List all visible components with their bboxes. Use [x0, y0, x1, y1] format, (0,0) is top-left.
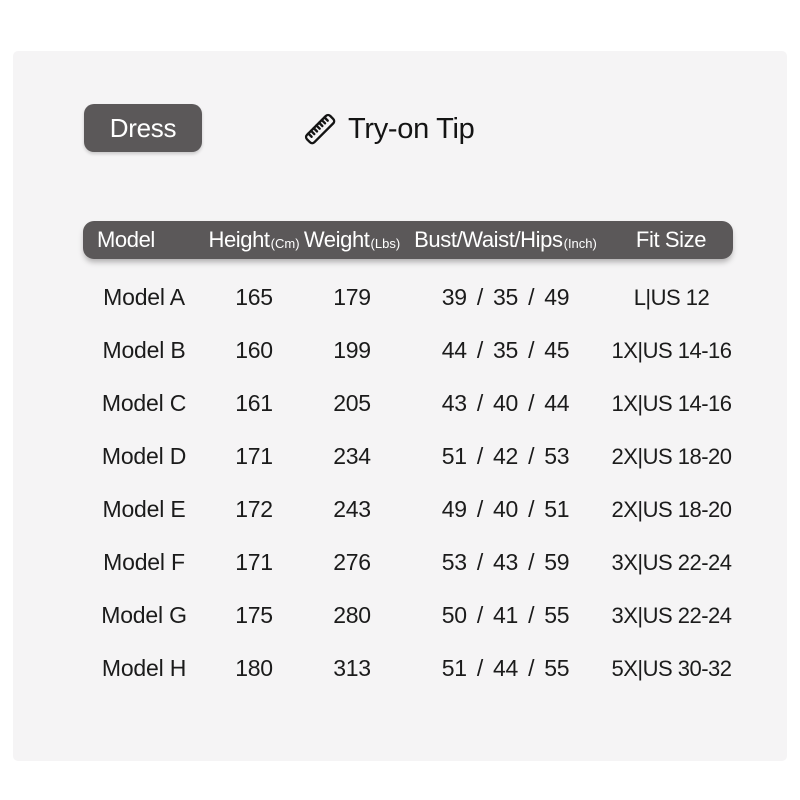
cell-height: 175	[235, 602, 273, 628]
column-unit: (Lbs)	[370, 236, 401, 251]
cell-bust-waist-hips: 51 / 42 / 53	[441, 443, 570, 469]
cell-model: Model E	[102, 496, 186, 522]
cell-bust-waist-hips: 43 / 40 / 44	[441, 390, 570, 416]
table-body: Model A 165 179 39 / 35 / 49 L|US 12 Mod…	[83, 271, 733, 695]
try-on-tip-heading: Try-on Tip	[301, 106, 475, 152]
cell-model: Model G	[101, 602, 187, 628]
cell-fit-size: 5X|US 30-32	[611, 655, 732, 681]
cell-model: Model F	[103, 549, 185, 575]
column-header-model: Model	[83, 227, 205, 253]
cell-model: Model B	[102, 337, 186, 363]
cell-bust-waist-hips: 53 / 43 / 59	[441, 549, 570, 575]
cell-weight: 179	[333, 284, 371, 310]
cell-bust-waist-hips: 49 / 40 / 51	[441, 496, 570, 522]
category-badge-label: Dress	[109, 112, 177, 143]
column-unit: (Inch)	[563, 236, 597, 251]
column-label: Fit Size	[635, 227, 707, 252]
column-header-fit-size: Fit Size	[610, 227, 733, 253]
column-label: Height	[208, 227, 270, 252]
cell-height: 172	[235, 496, 273, 522]
table-row: Model E 172 243 49 / 40 / 51 2X|US 18-20	[83, 483, 733, 536]
column-label: Model	[97, 227, 155, 252]
cell-bust-waist-hips: 39 / 35 / 49	[441, 284, 570, 310]
table-row: Model G 175 280 50 / 41 / 55 3X|US 22-24	[83, 589, 733, 642]
cell-weight: 280	[333, 602, 371, 628]
table-row: Model H 180 313 51 / 44 / 55 5X|US 30-32	[83, 642, 733, 695]
cell-weight: 205	[333, 390, 371, 416]
cell-bust-waist-hips: 44 / 35 / 45	[441, 337, 570, 363]
column-header-height: Height(Cm)	[205, 227, 303, 253]
cell-bust-waist-hips: 51 / 44 / 55	[441, 655, 570, 681]
cell-fit-size: L|US 12	[633, 284, 710, 310]
cell-fit-size: 1X|US 14-16	[611, 390, 732, 416]
cell-model: Model H	[101, 655, 187, 681]
cell-weight: 276	[333, 549, 371, 575]
cell-model: Model D	[101, 443, 187, 469]
column-label: Weight	[303, 227, 370, 252]
cell-fit-size: 3X|US 22-24	[611, 602, 732, 628]
cell-fit-size: 2X|US 18-20	[611, 496, 732, 522]
table-row: Model F 171 276 53 / 43 / 59 3X|US 22-24	[83, 536, 733, 589]
cell-fit-size: 1X|US 14-16	[611, 337, 732, 363]
cell-height: 171	[235, 443, 273, 469]
cell-fit-size: 2X|US 18-20	[611, 443, 732, 469]
cell-weight: 313	[333, 655, 371, 681]
try-on-tip-label: Try-on Tip	[348, 112, 475, 145]
cell-model: Model A	[103, 284, 185, 310]
category-badge-dress[interactable]: Dress	[84, 104, 202, 152]
column-header-bust-waist-hips: Bust/Waist/Hips(Inch)	[401, 227, 610, 253]
cell-height: 161	[235, 390, 273, 416]
cell-weight: 243	[333, 496, 371, 522]
table-row: Model A 165 179 39 / 35 / 49 L|US 12	[83, 271, 733, 324]
cell-height: 165	[235, 284, 273, 310]
cell-height: 180	[235, 655, 273, 681]
size-chart-panel: Dress Try-on Tip Model Height(Cm) Weight	[13, 51, 787, 761]
cell-height: 160	[235, 337, 273, 363]
cell-weight: 234	[333, 443, 371, 469]
table-row: Model C 161 205 43 / 40 / 44 1X|US 14-16	[83, 377, 733, 430]
cell-weight: 199	[333, 337, 371, 363]
cell-bust-waist-hips: 50 / 41 / 55	[441, 602, 570, 628]
cell-fit-size: 3X|US 22-24	[611, 549, 732, 575]
table-row: Model D 171 234 51 / 42 / 53 2X|US 18-20	[83, 430, 733, 483]
column-label: Bust/Waist/Hips	[414, 227, 563, 252]
table-row: Model B 160 199 44 / 35 / 45 1X|US 14-16	[83, 324, 733, 377]
cell-height: 171	[235, 549, 273, 575]
cell-model: Model C	[101, 390, 187, 416]
column-header-weight: Weight(Lbs)	[303, 227, 401, 253]
column-unit: (Cm)	[270, 236, 300, 251]
ruler-icon	[301, 110, 339, 148]
table-header-row: Model Height(Cm) Weight(Lbs) Bust/Waist/…	[83, 221, 733, 259]
